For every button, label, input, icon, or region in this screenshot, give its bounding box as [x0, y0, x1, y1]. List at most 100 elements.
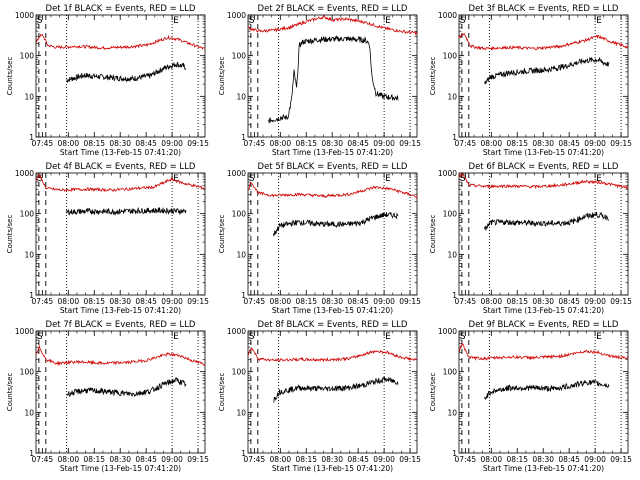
panel-title: Det 1f BLACK = Events, RED = LLD	[46, 4, 196, 14]
y-tick-label: 10	[236, 92, 246, 101]
x-tick-label: 08:45	[135, 139, 157, 148]
x-tick-label: 09:00	[373, 139, 395, 148]
panel-det-7: Det 7f BLACK = Events, RED = LLD 1 10 100 10…	[6, 320, 209, 473]
x-axis-label: Start Time (13-Feb-15 07:41:20)	[272, 306, 393, 315]
series-events-line	[273, 376, 399, 403]
start-marker: S	[249, 16, 255, 26]
series-lld-line	[35, 174, 206, 193]
y-tick-label: 100	[443, 368, 458, 377]
series-lld-line	[458, 33, 629, 51]
series-events-line	[484, 379, 610, 401]
y-axis-label: Counts/sec	[218, 373, 226, 412]
x-tick-label: 08:30	[109, 139, 131, 148]
x-tick-label: 08:45	[558, 455, 580, 464]
plot-frame	[35, 172, 206, 296]
x-tick-label: 09:15	[187, 455, 209, 464]
x-tick-label: 09:15	[187, 297, 209, 306]
y-tick-label: 1000	[438, 11, 457, 20]
panel-title: Det 7f BLACK = Events, RED = LLD	[46, 320, 196, 330]
x-tick-label: 09:00	[373, 297, 395, 306]
y-axis-label: Counts/sec	[6, 215, 14, 254]
x-axis-label: Start Time (13-Feb-15 07:41:20)	[483, 148, 604, 157]
y-tick-label: 100	[232, 210, 247, 219]
x-tick-label: 07:45	[455, 455, 477, 464]
start-marker: S	[37, 332, 43, 342]
series-events-line	[273, 212, 399, 237]
x-tick-label: 08:15	[506, 139, 528, 148]
y-axis-label: Counts/sec	[429, 373, 437, 412]
y-tick-label: 1	[241, 133, 246, 142]
x-tick-label: 08:45	[347, 297, 369, 306]
plot-frame	[35, 330, 206, 454]
x-tick-label: 08:30	[321, 455, 343, 464]
end-marker: E	[173, 16, 179, 26]
x-tick-label: 09:00	[373, 455, 395, 464]
x-tick-label: 08:00	[57, 139, 79, 148]
x-tick-label: 08:30	[109, 297, 131, 306]
y-axis-label: Counts/sec	[429, 215, 437, 254]
panel-det-9: Det 9f BLACK = Events, RED = LLD 1 10 100 10…	[429, 320, 632, 473]
x-tick-label: 07:45	[244, 297, 266, 306]
x-tick-label: 07:45	[455, 139, 477, 148]
y-tick-label: 100	[232, 52, 247, 61]
panel-det-3: Det 3f BLACK = Events, RED = LLD 1 10 100 10…	[429, 4, 632, 157]
x-tick-label: 08:30	[321, 297, 343, 306]
y-tick-label: 100	[20, 210, 35, 219]
start-marker: S	[37, 174, 43, 184]
end-marker: E	[596, 174, 602, 184]
x-tick-label: 08:00	[480, 297, 502, 306]
x-tick-label: 08:45	[558, 297, 580, 306]
x-tick-label: 09:15	[610, 297, 632, 306]
x-tick-label: 08:45	[347, 139, 369, 148]
x-tick-label: 08:00	[57, 297, 79, 306]
x-tick-label: 08:15	[506, 297, 528, 306]
x-tick-label: 08:30	[532, 139, 554, 148]
y-tick-label: 10	[447, 408, 457, 417]
x-tick-label: 09:15	[187, 139, 209, 148]
series-events-line	[484, 211, 610, 231]
y-axis-label: Counts/sec	[6, 57, 14, 96]
series-events-line	[66, 206, 187, 216]
x-tick-label: 09:15	[610, 139, 632, 148]
x-tick-label: 08:00	[269, 455, 291, 464]
panel-det-4: Det 4f BLACK = Events, RED = LLD 1 10 100 10…	[6, 162, 209, 315]
y-tick-label: 1000	[438, 169, 457, 178]
panel-title: Det 2f BLACK = Events, RED = LLD	[258, 4, 408, 14]
panel-det-5: Det 5f BLACK = Events, RED = LLD 1 10 100 10…	[218, 162, 421, 315]
x-tick-label: 08:45	[135, 455, 157, 464]
start-marker: S	[460, 174, 466, 184]
end-marker: E	[385, 332, 391, 342]
start-marker: S	[249, 332, 255, 342]
y-tick-label: 1	[29, 133, 34, 142]
x-axis-label: Start Time (13-Feb-15 07:41:20)	[272, 464, 393, 473]
y-tick-label: 10	[236, 408, 246, 417]
x-axis-label: Start Time (13-Feb-15 07:41:20)	[60, 148, 181, 157]
x-tick-label: 08:15	[83, 139, 105, 148]
panel-title: Det 4f BLACK = Events, RED = LLD	[46, 162, 196, 172]
x-tick-label: 07:45	[244, 455, 266, 464]
x-tick-label: 08:45	[135, 297, 157, 306]
series-lld-line	[247, 181, 418, 199]
y-tick-label: 1000	[227, 169, 246, 178]
y-tick-label: 100	[20, 368, 35, 377]
x-tick-label: 08:30	[109, 455, 131, 464]
y-tick-label: 100	[232, 368, 247, 377]
plot-frame	[247, 14, 418, 138]
series-lld-line	[35, 33, 206, 50]
y-tick-label: 1	[452, 291, 457, 300]
plot-frame	[247, 330, 418, 454]
y-tick-label: 1000	[438, 327, 457, 336]
panel-title: Det 3f BLACK = Events, RED = LLD	[469, 4, 619, 14]
y-tick-label: 1	[241, 291, 246, 300]
x-tick-label: 08:15	[506, 455, 528, 464]
series-events-line	[66, 377, 187, 398]
y-tick-label: 1000	[227, 11, 246, 20]
x-axis-label: Start Time (13-Feb-15 07:41:20)	[483, 464, 604, 473]
x-tick-label: 08:30	[532, 297, 554, 306]
start-marker: S	[460, 332, 466, 342]
y-tick-label: 100	[20, 52, 35, 61]
x-axis-label: Start Time (13-Feb-15 07:41:20)	[60, 464, 181, 473]
x-tick-label: 07:45	[32, 297, 54, 306]
x-tick-label: 09:00	[161, 297, 183, 306]
y-axis-label: Counts/sec	[218, 215, 226, 254]
